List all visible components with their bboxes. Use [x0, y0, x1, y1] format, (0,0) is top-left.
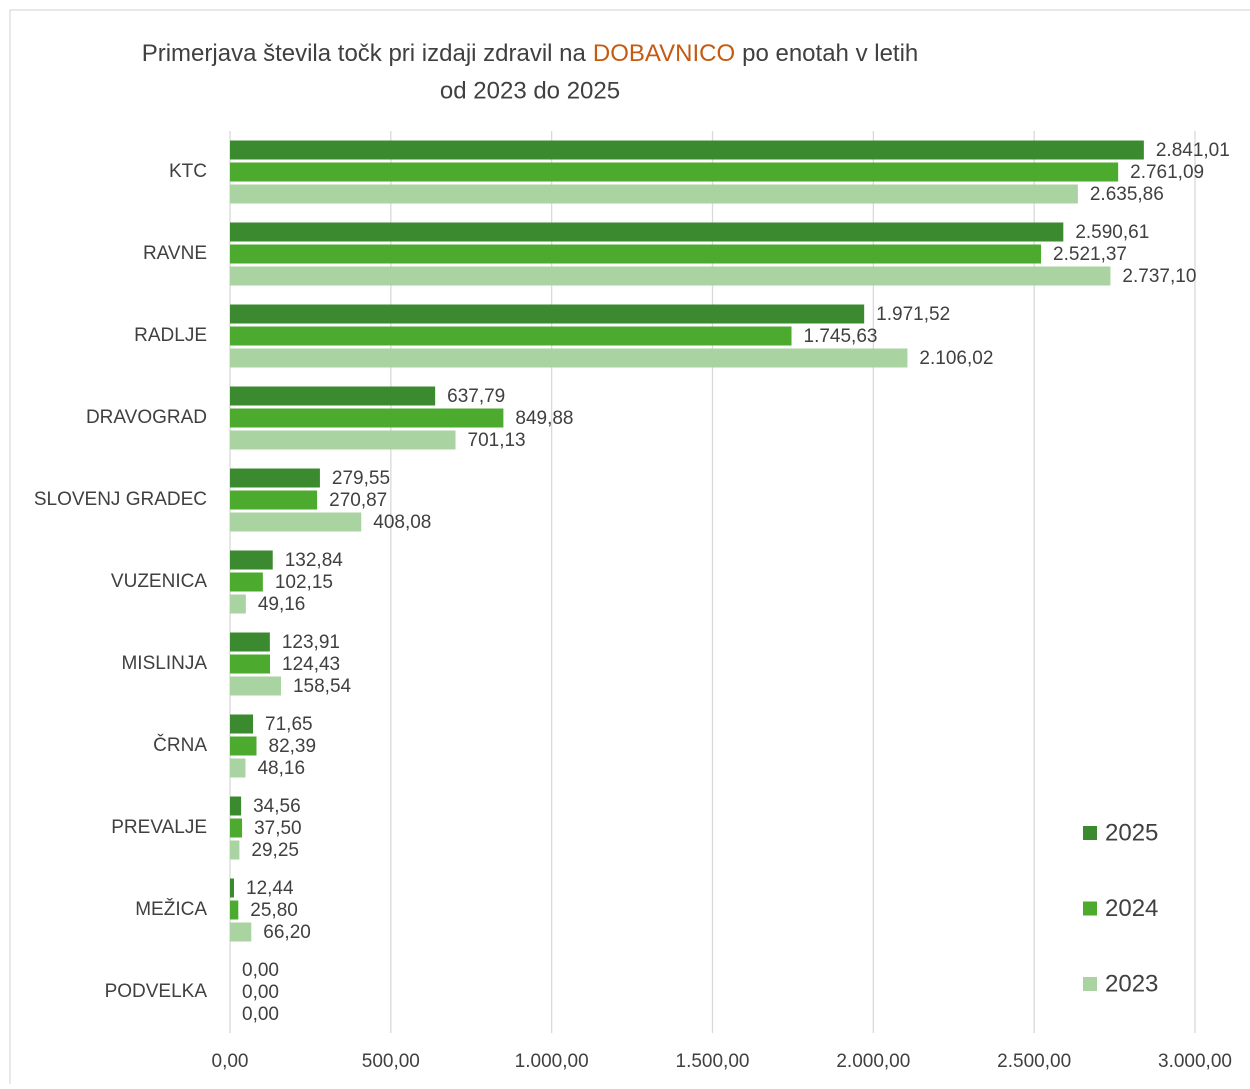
- bar: [230, 796, 242, 816]
- data-label: 637,79: [447, 386, 505, 407]
- data-label: 2.841,01: [1156, 140, 1230, 161]
- legend-label: 2025: [1105, 819, 1158, 846]
- data-label: 12,44: [246, 878, 294, 899]
- legend-swatch: [1083, 826, 1097, 840]
- bar: [230, 222, 1064, 242]
- y-tick-label: PREVALJE: [111, 817, 207, 838]
- bar: [230, 714, 254, 734]
- data-label: 2.635,86: [1090, 184, 1164, 205]
- title-highlight: DOBAVNICO: [593, 40, 735, 67]
- data-label: 849,88: [515, 408, 573, 429]
- y-tick-label: PODVELKA: [105, 981, 208, 1002]
- y-tick-label: MISLINJA: [121, 653, 207, 674]
- bar: [230, 304, 865, 324]
- data-label: 701,13: [468, 430, 526, 451]
- x-tick-label: 0,00: [212, 1051, 249, 1072]
- x-tick-label: 1.000,00: [515, 1051, 589, 1072]
- bar: [230, 386, 436, 406]
- bar: [230, 162, 1119, 182]
- data-label: 270,87: [329, 490, 387, 511]
- title-end: po enotah v letih: [742, 40, 918, 67]
- y-tick-label: RADLJE: [134, 325, 207, 346]
- bar: [230, 736, 257, 756]
- data-label: 25,80: [250, 900, 298, 921]
- y-tick-label: MEŽICA: [135, 898, 207, 920]
- bar: [230, 244, 1042, 264]
- chart-title: Primerjava števila točk pri izdaji zdrav…: [142, 40, 919, 67]
- data-label: 158,54: [293, 676, 352, 697]
- data-label: 1.971,52: [876, 304, 950, 325]
- bar: [230, 594, 246, 614]
- data-label: 279,55: [332, 468, 390, 489]
- data-label: 48,16: [257, 758, 305, 779]
- bar: [230, 408, 504, 428]
- bar: [230, 632, 270, 652]
- bar: [230, 758, 246, 778]
- data-label: 2.761,09: [1130, 162, 1204, 183]
- bar: [230, 348, 908, 368]
- bar: [230, 550, 273, 570]
- y-tick-label: ČRNA: [153, 734, 207, 756]
- bar: [230, 430, 456, 450]
- y-tick-label: DRAVOGRAD: [86, 407, 207, 428]
- data-label: 0,00: [242, 960, 279, 981]
- bar: [230, 468, 320, 488]
- data-label: 34,56: [253, 796, 301, 817]
- chart-title-line2: od 2023 do 2025: [440, 77, 620, 104]
- bar: [230, 490, 318, 510]
- bar: [230, 900, 239, 920]
- y-tick-label: RAVNE: [143, 243, 207, 264]
- data-label: 124,43: [282, 654, 340, 675]
- bar: [230, 266, 1111, 286]
- bar: [230, 140, 1144, 160]
- data-label: 2.737,10: [1122, 266, 1196, 287]
- data-label: 0,00: [242, 982, 279, 1003]
- bar: [230, 818, 243, 838]
- data-label: 123,91: [282, 632, 340, 653]
- data-label: 1.745,63: [804, 326, 878, 347]
- data-label: 2.590,61: [1075, 222, 1149, 243]
- bar: [230, 326, 792, 346]
- bar: [230, 512, 362, 532]
- x-tick-label: 3.000,00: [1158, 1051, 1232, 1072]
- bar: [230, 654, 271, 674]
- data-label: 408,08: [373, 512, 431, 533]
- legend-label: 2023: [1105, 970, 1158, 997]
- data-label: 0,00: [242, 1004, 279, 1025]
- bar: [230, 676, 281, 696]
- data-label: 102,15: [275, 572, 333, 593]
- bar: [230, 572, 263, 592]
- bar: [230, 922, 252, 942]
- data-label: 2.521,37: [1053, 244, 1127, 265]
- bar: [230, 878, 235, 898]
- x-tick-label: 2.500,00: [997, 1051, 1071, 1072]
- legend-label: 2024: [1105, 895, 1158, 922]
- data-label: 132,84: [285, 550, 344, 571]
- data-label: 37,50: [254, 818, 302, 839]
- x-tick-label: 2.000,00: [836, 1051, 910, 1072]
- data-label: 49,16: [258, 594, 306, 615]
- x-tick-label: 500,00: [362, 1051, 420, 1072]
- y-tick-label: VUZENICA: [111, 571, 207, 592]
- legend-swatch: [1083, 901, 1097, 916]
- data-label: 29,25: [251, 840, 299, 861]
- bar: [230, 840, 240, 860]
- data-label: 71,65: [265, 714, 313, 735]
- y-tick-label: KTC: [169, 161, 207, 182]
- data-label: 2.106,02: [919, 348, 993, 369]
- bar: [230, 184, 1078, 204]
- data-label: 66,20: [263, 922, 311, 943]
- x-tick-label: 1.500,00: [676, 1051, 750, 1072]
- data-label: 82,39: [269, 736, 317, 757]
- legend-swatch: [1083, 977, 1097, 991]
- y-tick-label: SLOVENJ GRADEC: [34, 489, 207, 510]
- title-start: Primerjava števila točk pri izdaji zdrav…: [142, 40, 587, 67]
